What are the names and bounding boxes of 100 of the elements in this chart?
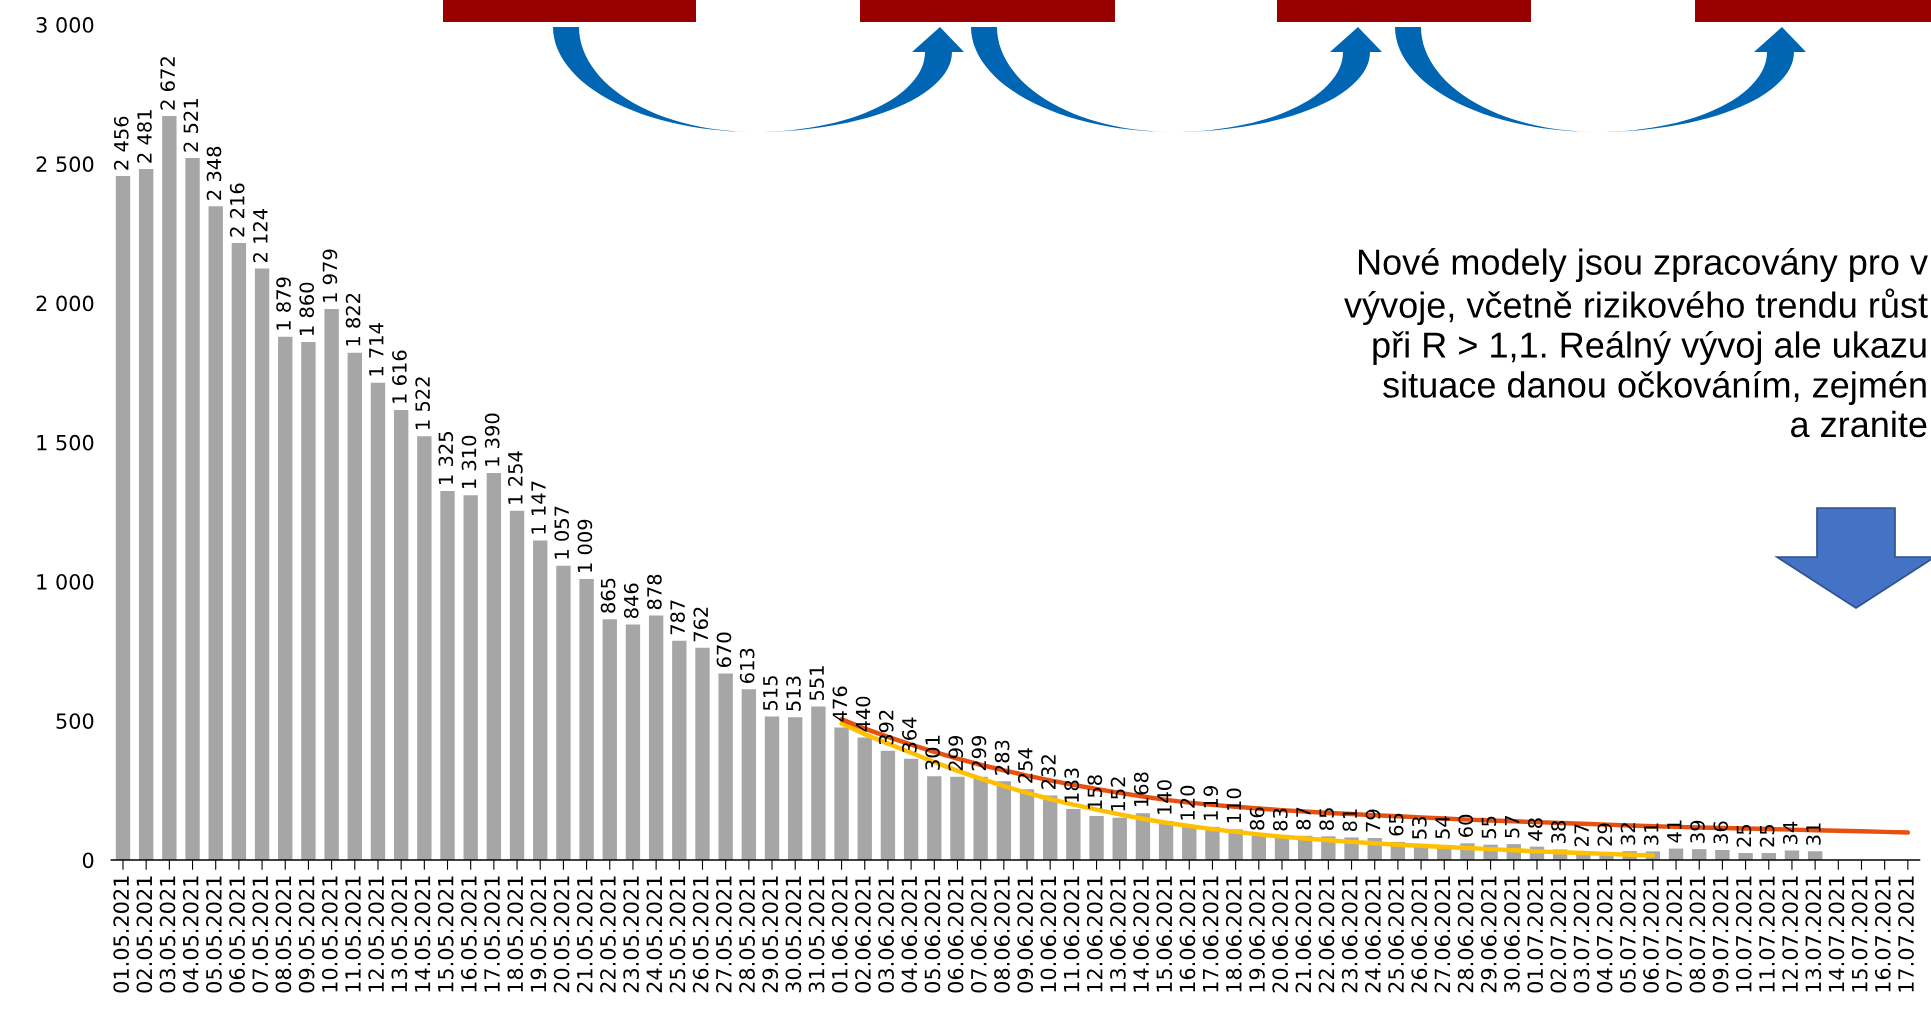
x-tick-label: 28.05.2021 [739,876,755,993]
data-label: 1 879 [276,277,291,330]
bar [973,776,988,860]
x-tick-label: 20.06.2021 [1272,876,1289,993]
x-tick-label: 15.07.2021 [1851,876,1868,992]
bar [834,727,849,860]
bar [533,540,548,860]
data-label: 38 [1551,820,1566,843]
x-tick-label: 14.06.2021 [1133,876,1149,992]
x-tick-label: 15.06.2021 [1156,876,1173,992]
data-label: 846 [623,583,639,619]
data-label: 120 [1180,785,1195,820]
data-label: 1 822 [345,293,361,346]
data-label: 513 [786,676,801,711]
data-label: 1 009 [577,519,593,572]
y-tick-label: 2 500 [36,156,94,173]
data-label: 34 [1782,821,1798,845]
data-label: 254 [1017,748,1033,783]
x-tick-label: 02.06.2021 [855,876,871,993]
x-tick-label: 25.06.2021 [1388,876,1404,993]
x-tick-label: 04.06.2021 [901,876,918,993]
bar [138,169,154,860]
data-label: 41 [1667,820,1682,843]
data-label: 299 [948,735,964,771]
data-label: 364 [902,717,917,753]
x-tick-label: 16.06.2021 [1179,876,1196,992]
x-tick-label: 08.05.2021 [275,876,292,993]
data-label: 865 [600,578,616,613]
data-label: 2 672 [160,57,175,110]
x-tick-label: 01.05.2021 [113,876,130,993]
bar [1112,817,1127,860]
data-label: 762 [693,607,709,642]
x-tick-label: 20.05.2021 [553,876,570,993]
bar [764,716,780,860]
data-label: 57 [1504,816,1520,838]
x-tick-label: 09.05.2021 [298,876,315,993]
x-tick-label: 10.07.2021 [1735,876,1752,992]
bar [741,689,757,860]
x-tick-label: 09.07.2021 [1712,876,1729,993]
bar [1019,789,1035,860]
data-label: 440 [855,696,871,732]
x-tick-label: 01.06.2021 [831,876,848,993]
data-label: 87 [1296,807,1311,830]
bar [996,781,1012,860]
data-label: 25 [1736,824,1752,847]
bar [1738,853,1753,860]
x-tick-label: 15.05.2021 [437,876,454,992]
data-label: 53 [1412,817,1427,839]
x-tick-label: 10.06.2021 [1040,876,1057,992]
data-label: 110 [1226,788,1242,823]
bar [950,776,965,860]
x-tick-label: 19.06.2021 [1249,876,1265,992]
data-label: 85 [1319,808,1334,830]
bar [486,472,502,860]
data-label: 183 [1064,768,1080,802]
data-label: 1 147 [531,481,546,534]
x-tick-label: 12.07.2021 [1782,876,1798,992]
data-label: 1 714 [369,323,384,376]
y-tick-label: 2 000 [36,295,94,312]
x-tick-label: 25.05.2021 [669,876,686,993]
bar [324,308,339,860]
data-label: 1 390 [484,413,500,466]
bar [254,268,270,860]
data-label: 36 [1713,821,1729,844]
data-label: 1 522 [415,377,430,430]
x-tick-label: 04.07.2021 [1596,876,1613,993]
x-tick-label: 23.05.2021 [623,876,639,993]
data-label: 65 [1388,813,1404,836]
data-label: 301 [925,735,940,770]
data-label: 299 [971,735,987,771]
data-label: 392 [878,710,894,745]
x-tick-label: 17.07.2021 [1898,876,1914,992]
x-tick-label: 12.05.2021 [368,876,385,992]
x-tick-label: 16.07.2021 [1874,876,1891,992]
bar [347,352,362,860]
bar [625,624,641,860]
bar [857,737,872,860]
bar [556,565,571,860]
x-tick-label: 13.07.2021 [1805,876,1822,992]
y-tick-label: 1 000 [37,573,94,590]
data-label: 79 [1365,809,1381,832]
x-tick-label: 05.07.2021 [1619,876,1636,993]
x-tick-label: 26.05.2021 [692,876,709,993]
data-label: 140 [1157,780,1172,814]
x-tick-label: 21.05.2021 [576,876,593,993]
data-label: 31 [1643,823,1659,845]
x-tick-label: 09.06.2021 [1017,876,1034,993]
data-label: 31 [1806,823,1821,845]
x-tick-label: 03.07.2021 [1573,876,1590,993]
bar [185,157,200,860]
x-tick-label: 02.07.2021 [1550,876,1567,993]
x-tick-label: 29.06.2021 [1480,876,1497,993]
data-label: 232 [1041,755,1056,789]
bar [1043,795,1058,860]
x-tick-label: 27.05.2021 [715,876,732,993]
bar [440,491,455,860]
bar [1692,849,1707,860]
x-tick-label: 26.06.2021 [1411,876,1428,993]
bar [927,776,942,860]
bar [231,242,247,860]
